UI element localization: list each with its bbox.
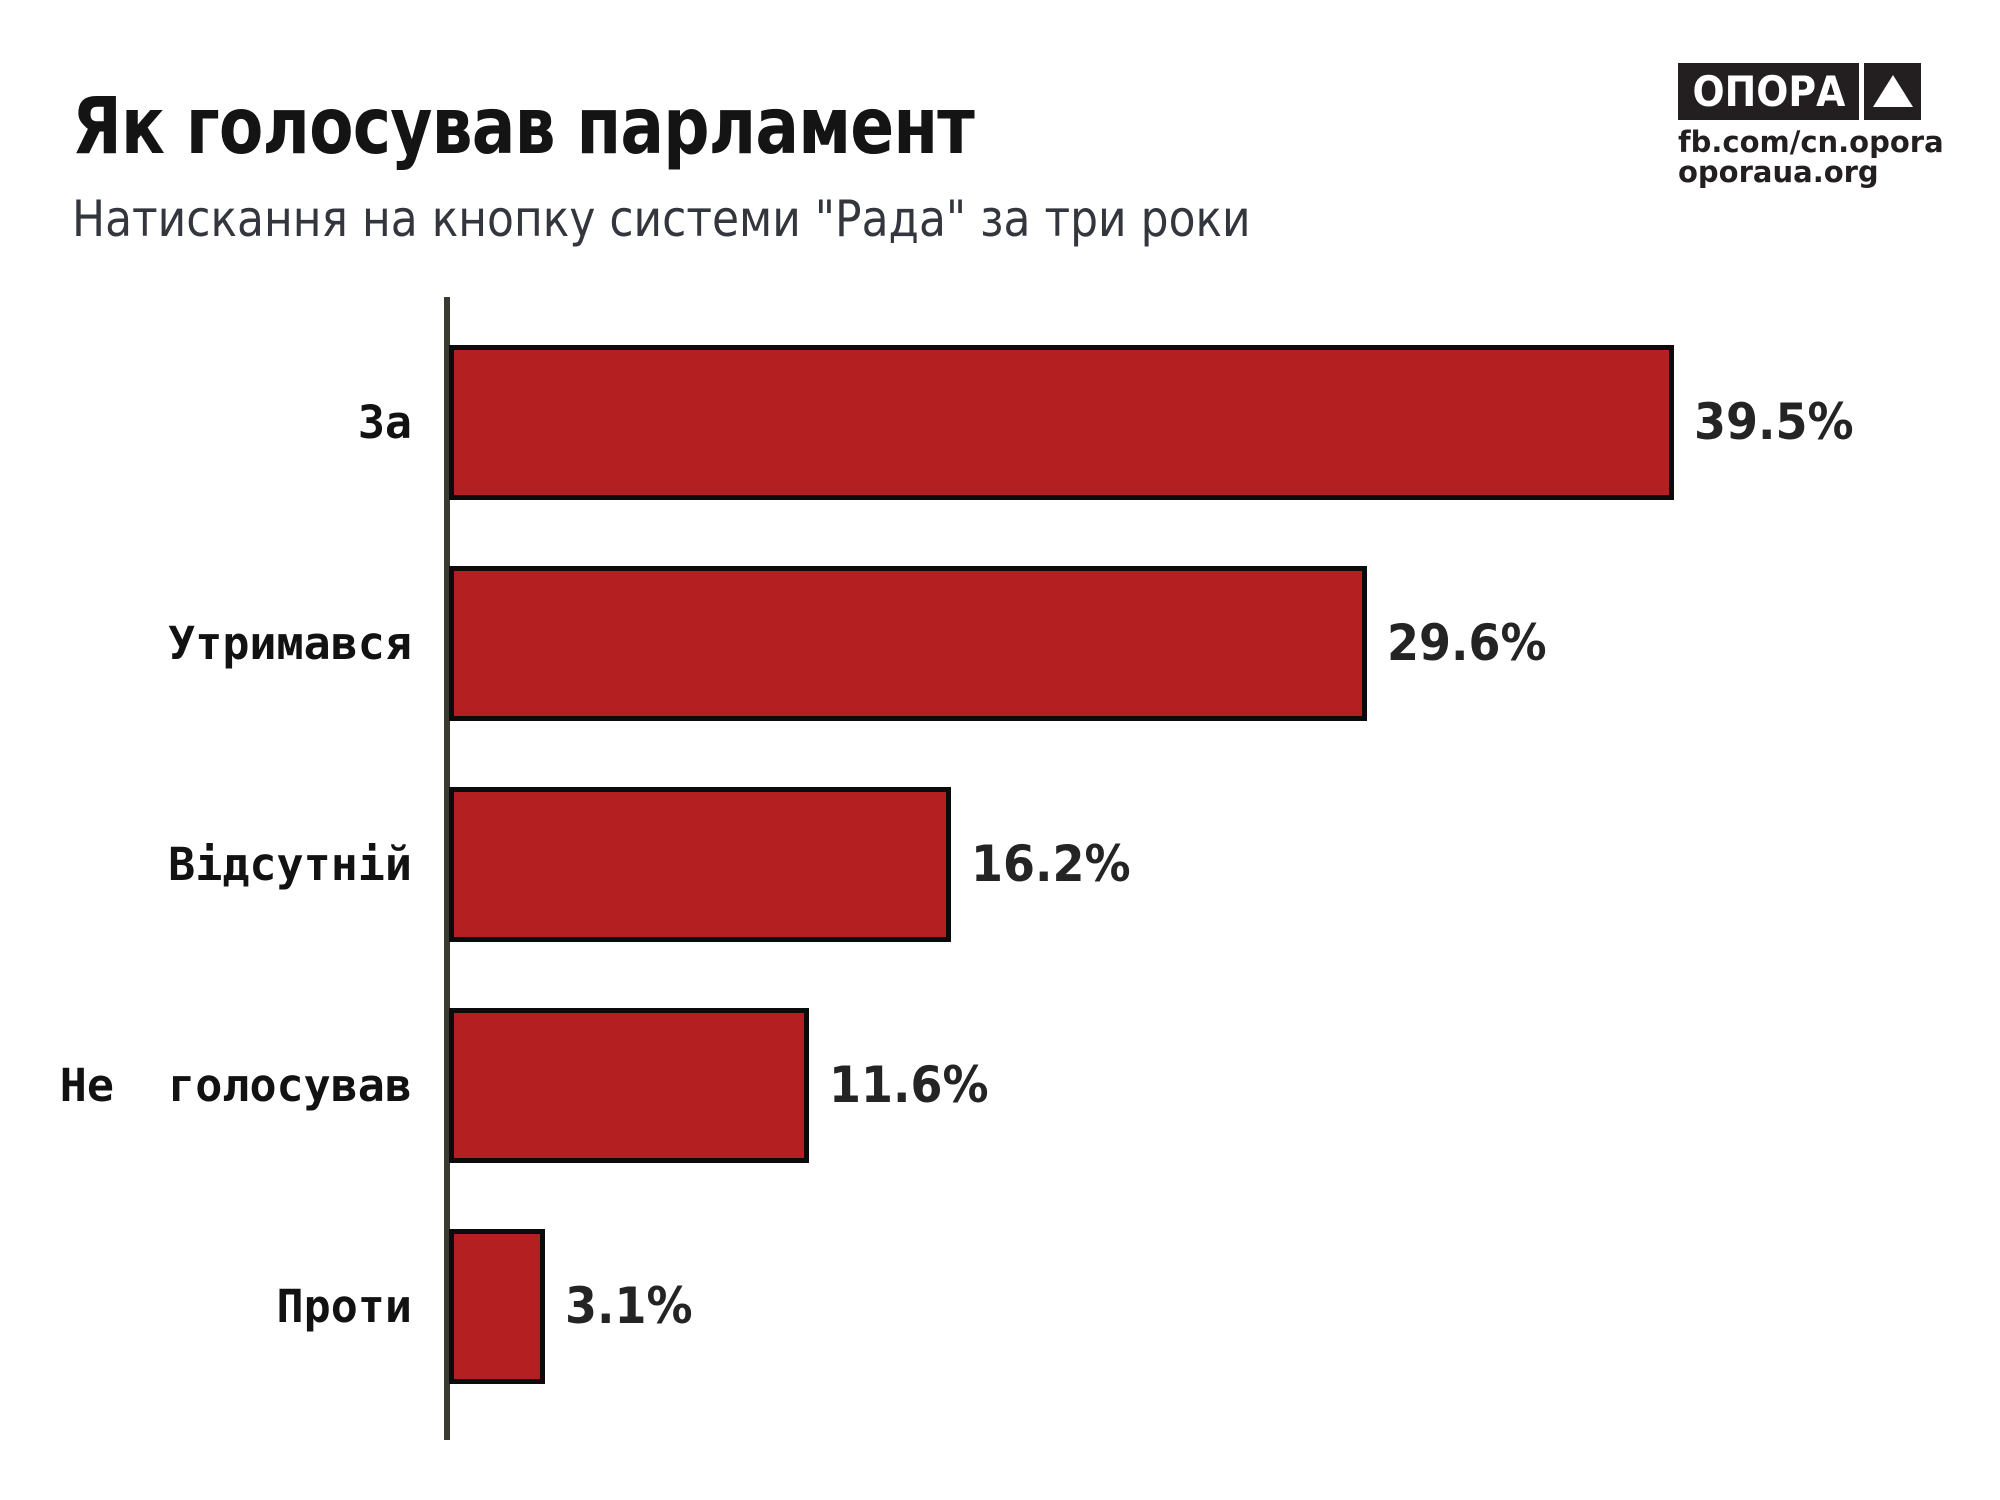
bar	[449, 1008, 809, 1163]
value-label: 29.6%	[1387, 614, 1547, 672]
chart-row: Утримався 29.6%	[0, 566, 2000, 721]
chart-row: Проти 3.1%	[0, 1229, 2000, 1384]
chart-row: Відсутній 16.2%	[0, 787, 2000, 942]
bar	[449, 566, 1367, 721]
value-label: 3.1%	[565, 1277, 693, 1335]
page-subtitle: Натискання на кнопку системи "Рада" за т…	[72, 190, 1251, 248]
bar	[449, 1229, 545, 1384]
logo-facebook-url: fb.com/cn.opora	[1678, 125, 1944, 159]
bar	[449, 345, 1674, 500]
category-label: Утримався	[168, 617, 412, 670]
opora-logo-wordmark: ОПОРА	[1692, 67, 1845, 116]
category-label: Проти	[276, 1280, 412, 1333]
logo-urls: fb.com/cn.opora oporaua.org	[1678, 127, 1944, 187]
value-label: 16.2%	[971, 835, 1131, 893]
category-label: Відсутній	[168, 838, 412, 891]
category-label: За	[357, 396, 412, 449]
page-title: Як голосував парламент	[72, 82, 975, 172]
value-label: 39.5%	[1694, 393, 1854, 451]
bar	[449, 787, 951, 942]
category-label: Не голосував	[59, 1059, 412, 1112]
opora-logo: ОПОРА	[1678, 63, 1859, 120]
y-axis-line	[444, 297, 450, 1440]
up-triangle-icon	[1872, 74, 1913, 107]
chart-row: За 39.5%	[0, 345, 2000, 500]
chart-row: Не голосував 11.6%	[0, 1008, 2000, 1163]
value-label: 11.6%	[829, 1056, 989, 1114]
opora-logo-triangle-box	[1864, 63, 1921, 120]
logo-website-url: oporaua.org	[1678, 155, 1879, 189]
